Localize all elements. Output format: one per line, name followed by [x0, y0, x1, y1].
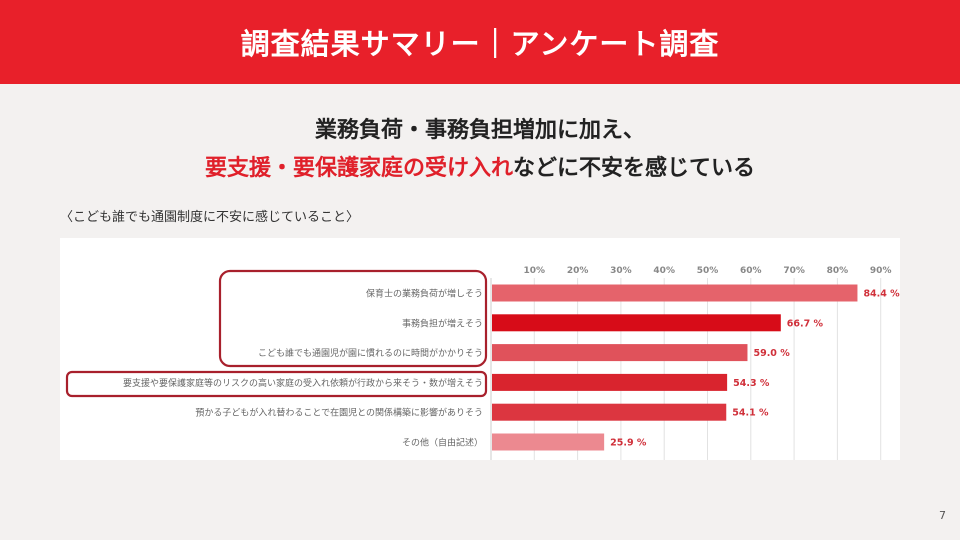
chart-panel: 10% 20% 30% 40% 50% 60% 70% 80% 90% 84.4 % 保育士の業務負…: [60, 238, 900, 460]
tick-label: 80%: [827, 266, 849, 276]
value-label: 59.0 %: [753, 348, 790, 359]
page-number: 7: [939, 509, 946, 522]
value-label: 66.7 %: [787, 318, 824, 329]
tick-label: 10%: [524, 266, 546, 276]
page-title: 調査結果サマリー｜アンケート調査: [240, 27, 720, 61]
bar: [492, 373, 728, 391]
bar: [492, 433, 605, 451]
headline-rest: などに不安を感じている: [513, 156, 756, 181]
headline-line2: 要支援・要保護家庭の受け入れなどに不安を感じている: [0, 150, 960, 182]
chart-subtitle: 〈こども誰でも通園制度に不安に感じていること〉: [60, 210, 360, 225]
title-bar: 調査結果サマリー｜アンケート調査: [0, 0, 960, 84]
tick-label: 70%: [783, 266, 805, 276]
category-label: 保育士の業務負荷が増しそう: [366, 288, 483, 300]
value-label: 84.4 %: [863, 289, 900, 300]
tick-label: 90%: [870, 266, 892, 276]
headline-line1: 業務負荷・事務負担増加に加え、: [314, 118, 645, 143]
tick-label: 60%: [740, 266, 762, 276]
highlight-box: [218, 269, 488, 368]
bar-chart: 10% 20% 30% 40% 50% 60% 70% 80% 90% 84.4 % 保育士の業務負…: [65, 266, 900, 460]
bar: [492, 314, 781, 332]
bar: [492, 344, 748, 362]
value-label: 54.1 %: [732, 408, 769, 419]
bar: [492, 284, 858, 302]
bar: [492, 403, 727, 421]
tick-label: 20%: [567, 266, 589, 276]
highlight-box: [65, 370, 488, 398]
value-label: 54.3 %: [733, 378, 770, 389]
category-label: 事務負担が増えそう: [402, 317, 483, 329]
headline-highlight: 要支援・要保護家庭の受け入れ: [204, 156, 513, 181]
category-label: 要支援や要保護家庭等のリスクの高い家庭の受入れ依頼が行政から来そう・数が増えそう: [123, 377, 483, 389]
tick-label: 30%: [610, 266, 632, 276]
tick-label: 40%: [653, 266, 675, 276]
category-label: こども誰でも通園児が園に慣れるのに時間がかかりそう: [258, 347, 483, 359]
value-label: 25.9 %: [610, 438, 647, 449]
category-label: その他（自由記述）: [402, 437, 483, 449]
tick-label: 50%: [697, 266, 719, 276]
category-label: 預かる子どもが入れ替わることで在園児との関係構築に影響がありそう: [195, 407, 483, 419]
